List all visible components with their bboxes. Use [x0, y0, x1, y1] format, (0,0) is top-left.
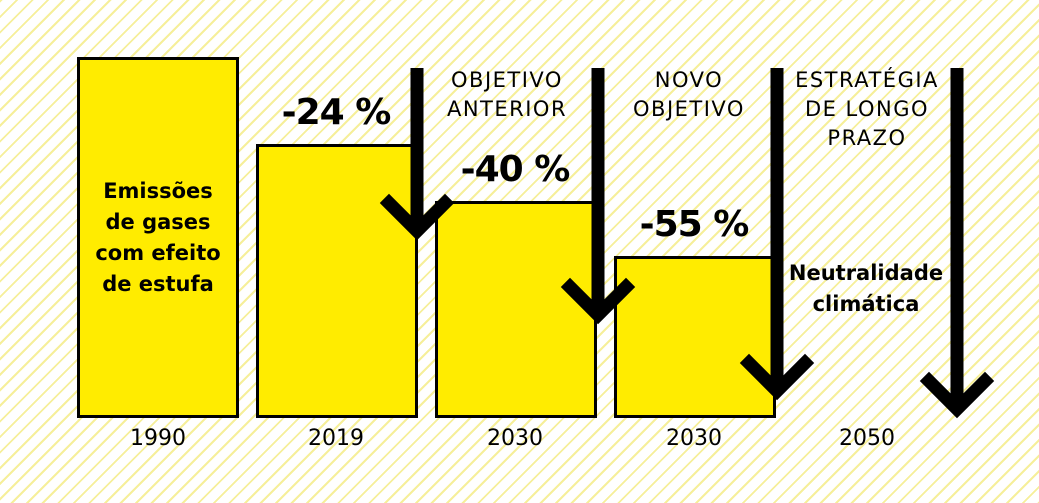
phase-label-new-target: NOVO OBJETIVO — [633, 68, 745, 121]
phase-label-long-term-strategy: ESTRATÉGIA DE LONGO PRAZO — [795, 68, 939, 150]
year-label-2050: 2050 — [839, 426, 895, 451]
bar-emissions-label: Emissões de gases com efeito de estufa — [95, 178, 221, 296]
bar-2030-previous — [435, 201, 597, 418]
year-label-2030-new: 2030 — [666, 426, 722, 451]
climate-neutrality-label: Neutralidade climática — [788, 261, 944, 316]
reduction-label-2019: -24 % — [281, 91, 392, 133]
bar-2030-new — [614, 255, 776, 418]
bar-1990: Emissões de gases com efeito de estufa — [77, 57, 239, 418]
reduction-label-2030-new: -55 % — [639, 203, 750, 245]
year-label-2019: 2019 — [308, 426, 364, 451]
year-label-1990: 1990 — [130, 426, 186, 451]
reduction-label-2030-previous: -40 % — [460, 149, 571, 191]
phase-label-previous-target: OBJETIVO ANTERIOR — [446, 68, 568, 121]
bar-2019 — [256, 143, 418, 418]
year-label-2030-previous: 2030 — [487, 426, 543, 451]
